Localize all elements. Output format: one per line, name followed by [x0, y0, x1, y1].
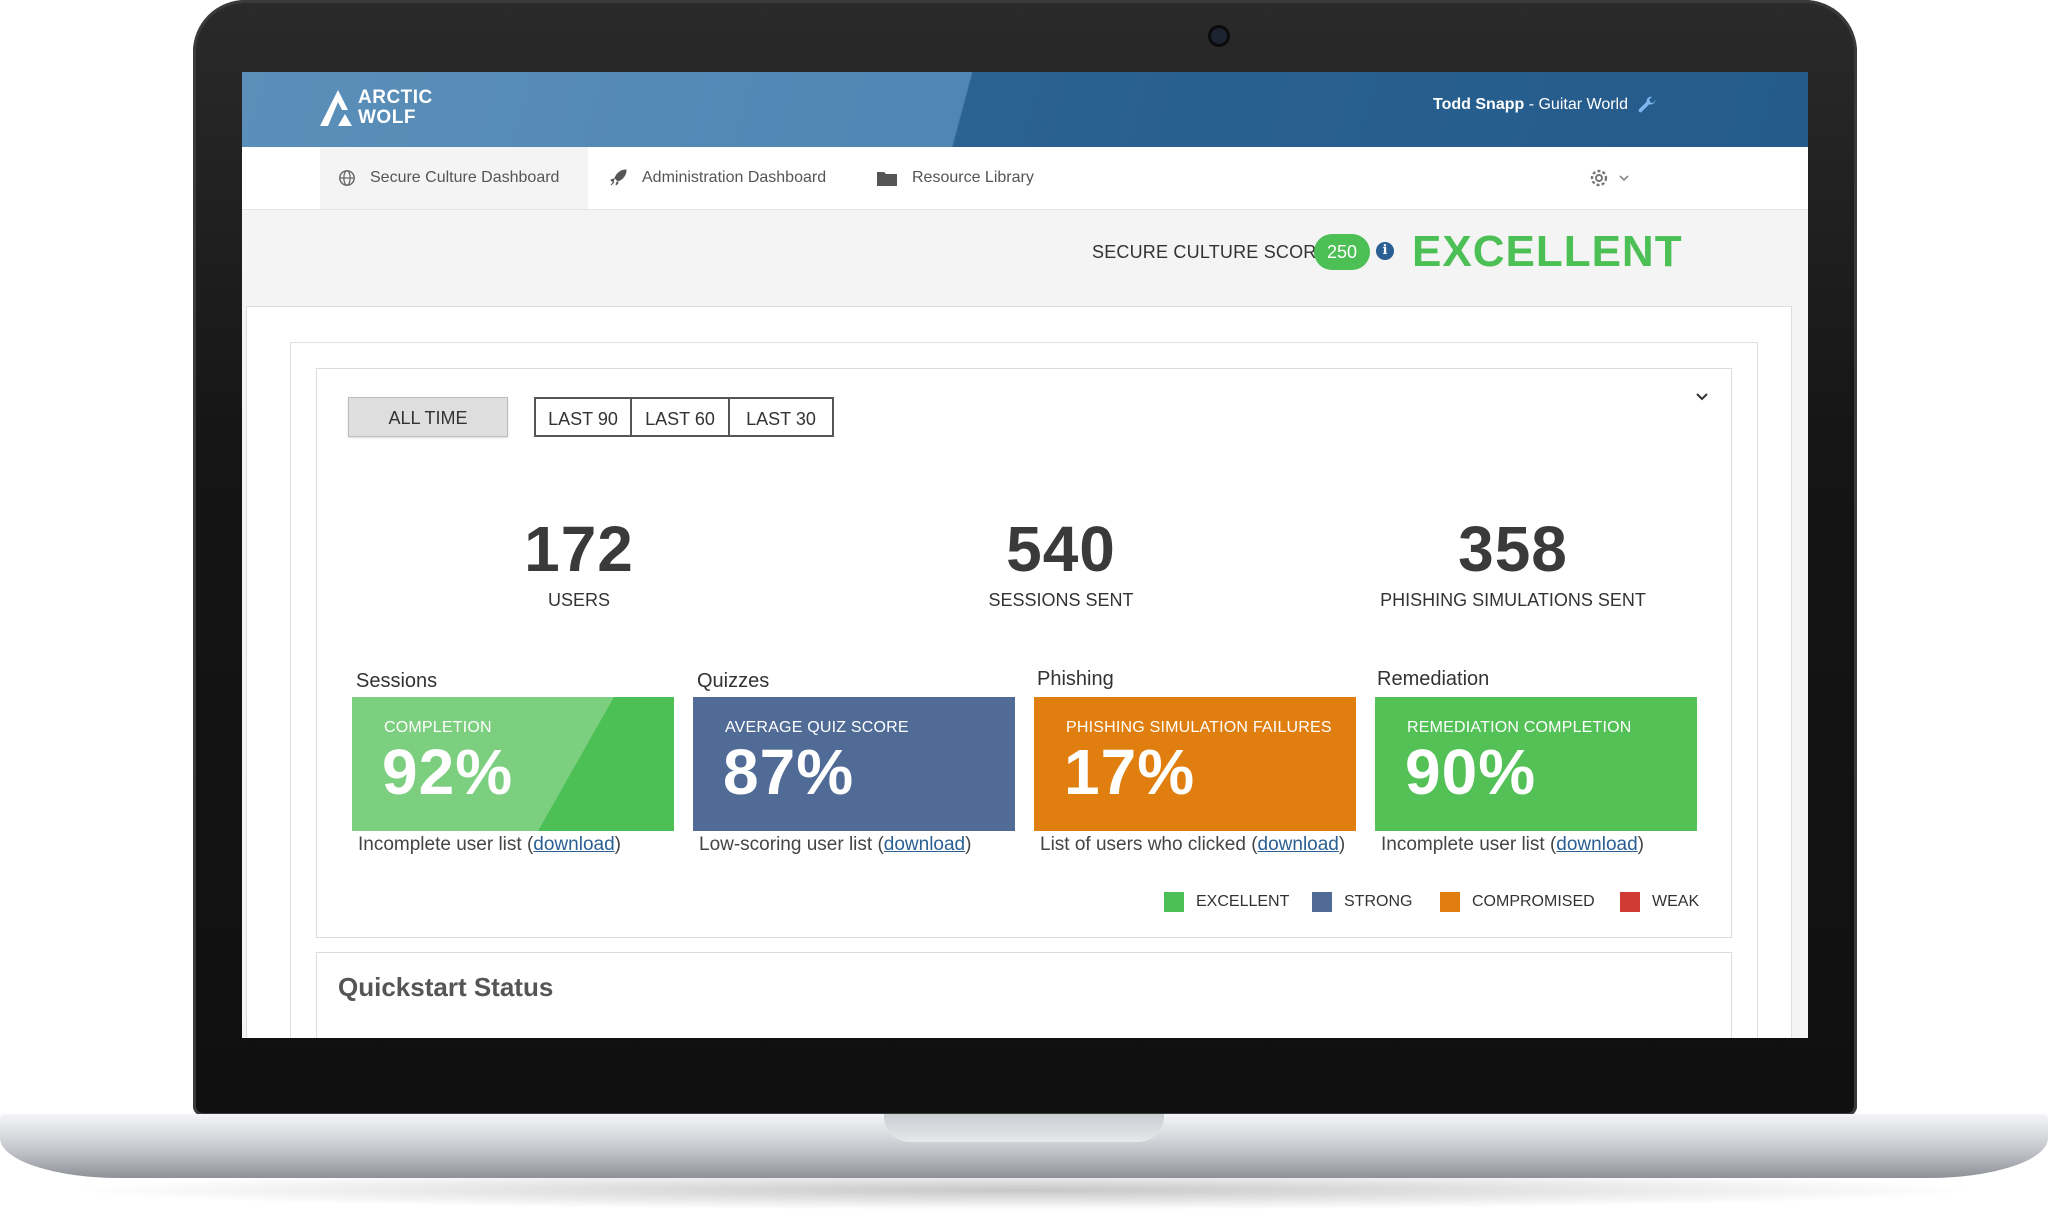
rocket-icon — [608, 168, 628, 188]
download-link[interactable]: download — [883, 834, 966, 855]
footer-text: Low-scoring user list ( — [699, 834, 884, 855]
secure-culture-score-label: SECURE CULTURE SCORE: — [1092, 242, 1334, 262]
card-highlight — [352, 697, 614, 831]
card-caption: COMPLETION — [384, 719, 492, 736]
sessions-title: Sessions — [356, 670, 438, 692]
org-name: - Guitar World — [1524, 96, 1628, 113]
legend-swatch — [1440, 892, 1460, 912]
legend-strong: STRONG — [1312, 892, 1412, 912]
top-bar: ARCTIC WOLF Todd Snapp - Guitar World — [242, 72, 1808, 147]
download-link[interactable]: download — [1257, 834, 1339, 855]
quiz-score-card: AVERAGE QUIZ SCORE 87% — [693, 697, 1015, 831]
legend-compromised: COMPROMISED — [1440, 892, 1595, 912]
wrench-icon[interactable] — [1636, 94, 1658, 116]
score-badge: 250 — [1314, 234, 1370, 270]
footer-close: ) — [614, 834, 621, 855]
footer-close: ) — [1338, 834, 1346, 855]
wolf-mountain-icon — [320, 90, 352, 126]
collapse-toggle[interactable] — [1694, 390, 1710, 408]
legend-swatch — [1620, 892, 1640, 912]
remediation-title: Remediation — [1377, 668, 1490, 690]
users-count: 172 — [524, 513, 634, 585]
footer-close: ) — [1637, 834, 1644, 855]
footer-close: ) — [965, 834, 972, 855]
phishing-failures-card: PHISHING SIMULATION FAILURES 17% — [1034, 697, 1356, 831]
legend-label: COMPROMISED — [1472, 893, 1595, 910]
quizzes-footer: Low-scoring user list (download) — [699, 834, 971, 856]
legend-label: STRONG — [1344, 893, 1413, 910]
screen: ARCTIC WOLF Todd Snapp - Guitar World Se… — [242, 72, 1808, 1038]
sessions-sent-count: 540 — [1006, 513, 1116, 585]
card-value: 87% — [723, 736, 855, 808]
card-caption: PHISHING SIMULATION FAILURES — [1066, 719, 1332, 736]
user-info[interactable]: Todd Snapp - Guitar World — [1433, 96, 1628, 114]
info-icon[interactable]: i — [1376, 242, 1394, 260]
filter-all-time-button[interactable]: ALL TIME — [348, 397, 508, 437]
gear-icon — [1590, 169, 1629, 187]
phishing-footer: List of users who clicked (download) — [1040, 834, 1345, 856]
legend-excellent: EXCELLENT — [1164, 892, 1289, 912]
tab-label: Secure Culture Dashboard — [370, 169, 560, 186]
download-link[interactable]: download — [1556, 834, 1638, 855]
card-value: 90% — [1405, 736, 1537, 808]
footer-text: List of users who clicked ( — [1040, 834, 1258, 855]
score-rating: EXCELLENT — [1412, 227, 1683, 276]
sessions-footer: Incomplete user list (download) — [358, 834, 621, 856]
card-value: 92% — [382, 736, 514, 808]
logo-text: ARCTIC WOLF — [358, 88, 433, 128]
logo-line-1: ARCTIC — [358, 87, 433, 108]
tab-secure-culture-dashboard[interactable]: Secure Culture Dashboard — [320, 147, 588, 209]
laptop-notch — [884, 1114, 1164, 1142]
remediation-completion-card: REMEDIATION COMPLETION 90% — [1375, 697, 1697, 831]
tab-administration-dashboard[interactable]: Administration Dashboard — [608, 147, 826, 209]
remediation-footer: Incomplete user list (download) — [1381, 834, 1644, 856]
tab-resource-library[interactable]: Resource Library — [876, 147, 1034, 209]
quickstart-title: Quickstart Status — [338, 972, 554, 1002]
card-caption: REMEDIATION COMPLETION — [1407, 719, 1632, 736]
card-value: 17% — [1064, 736, 1196, 808]
users-label: USERS — [547, 590, 610, 610]
settings-menu[interactable] — [1588, 167, 1636, 194]
footer-text: Incomplete user list ( — [1381, 834, 1557, 855]
phishing-sent-count: 358 — [1458, 513, 1568, 585]
stats-panel — [316, 368, 1732, 938]
nav-bar: Secure Culture Dashboard Administration … — [242, 147, 1808, 210]
footer-text: Incomplete user list ( — [358, 834, 534, 855]
user-name: Todd Snapp — [1433, 96, 1525, 113]
sessions-sent-label: SESSIONS SENT — [988, 590, 1134, 610]
filter-last-90-button[interactable]: LAST 90 — [534, 397, 632, 437]
sessions-completion-card: COMPLETION 92% — [352, 697, 674, 831]
filter-last-60-button[interactable]: LAST 60 — [630, 397, 730, 437]
arctic-wolf-logo[interactable]: ARCTIC WOLF — [318, 86, 438, 132]
legend-weak: WEAK — [1620, 892, 1699, 912]
legend-swatch — [1312, 892, 1332, 912]
logo-line-2: WOLF — [358, 107, 416, 128]
card-caption: AVERAGE QUIZ SCORE — [725, 719, 909, 736]
phishing-title: Phishing — [1037, 668, 1114, 690]
tab-label: Resource Library — [912, 169, 1034, 186]
legend-label: EXCELLENT — [1196, 893, 1290, 910]
camera-icon — [1211, 28, 1227, 44]
filter-last-30-button[interactable]: LAST 30 — [728, 397, 834, 437]
chevron-down-icon — [1696, 393, 1708, 401]
globe-icon — [338, 169, 356, 187]
legend-label: WEAK — [1652, 893, 1700, 910]
legend-swatch — [1164, 892, 1184, 912]
quickstart-panel — [316, 952, 1732, 1038]
tab-label: Administration Dashboard — [642, 169, 827, 186]
folder-icon — [876, 169, 898, 187]
quizzes-title: Quizzes — [697, 670, 770, 692]
phishing-sent-label: PHISHING SIMULATIONS SENT — [1380, 590, 1646, 610]
download-link[interactable]: download — [533, 834, 615, 855]
